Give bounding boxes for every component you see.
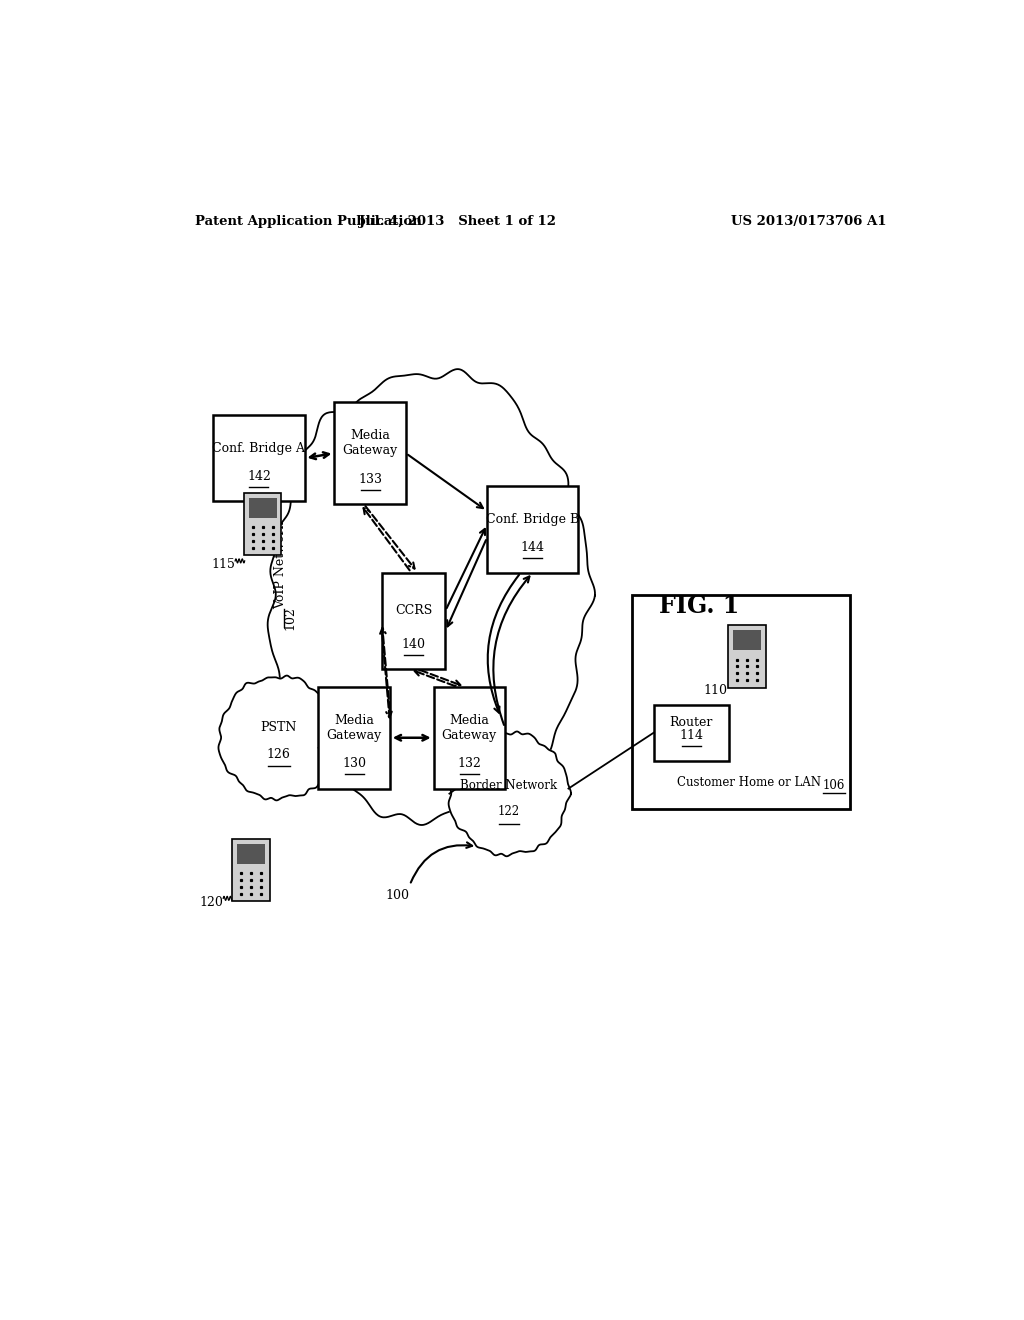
Text: Conf. Bridge A: Conf. Bridge A: [212, 442, 305, 454]
Text: Media
Gateway: Media Gateway: [441, 714, 497, 742]
Bar: [232, 838, 269, 902]
Text: 144: 144: [521, 541, 545, 554]
Text: 122: 122: [498, 805, 520, 818]
Text: 110: 110: [703, 685, 727, 697]
Bar: [213, 414, 304, 502]
Text: 133: 133: [358, 473, 382, 486]
Text: 142: 142: [247, 470, 271, 483]
Bar: [487, 486, 579, 573]
Text: 114: 114: [680, 730, 703, 742]
Bar: [632, 595, 850, 809]
Bar: [334, 403, 406, 504]
Text: Conf. Bridge B: Conf. Bridge B: [486, 512, 580, 525]
Bar: [382, 573, 445, 669]
Bar: [318, 686, 390, 788]
Bar: [245, 494, 282, 556]
Polygon shape: [218, 676, 341, 800]
Text: 115: 115: [211, 558, 236, 572]
Text: 126: 126: [267, 747, 291, 760]
Text: Router: Router: [670, 715, 713, 729]
Text: Customer Home or LAN: Customer Home or LAN: [677, 776, 821, 788]
Text: 100: 100: [386, 888, 410, 902]
Bar: [249, 498, 276, 517]
Text: 140: 140: [401, 638, 426, 651]
Text: 132: 132: [458, 758, 481, 771]
Text: Patent Application Publication: Patent Application Publication: [196, 215, 422, 228]
Bar: [653, 705, 729, 760]
Text: 130: 130: [342, 758, 367, 771]
Text: Media
Gateway: Media Gateway: [327, 714, 382, 742]
Text: 106: 106: [823, 779, 846, 792]
Text: US 2013/0173706 A1: US 2013/0173706 A1: [731, 215, 887, 228]
Polygon shape: [267, 370, 595, 825]
Bar: [238, 843, 265, 863]
Bar: [728, 626, 766, 688]
Text: Border Network: Border Network: [461, 779, 557, 792]
Text: PSTN: PSTN: [260, 721, 297, 734]
Text: Jul. 4, 2013   Sheet 1 of 12: Jul. 4, 2013 Sheet 1 of 12: [358, 215, 556, 228]
Bar: [433, 686, 505, 788]
Text: CCRS: CCRS: [395, 605, 432, 618]
Text: FIG. 1: FIG. 1: [659, 594, 739, 618]
Text: Media
Gateway: Media Gateway: [342, 429, 397, 457]
Text: 120: 120: [200, 896, 223, 909]
Bar: [733, 631, 761, 651]
Text: VoIP Network: VoIP Network: [273, 521, 287, 609]
Polygon shape: [449, 731, 571, 857]
Text: 102: 102: [284, 606, 296, 630]
